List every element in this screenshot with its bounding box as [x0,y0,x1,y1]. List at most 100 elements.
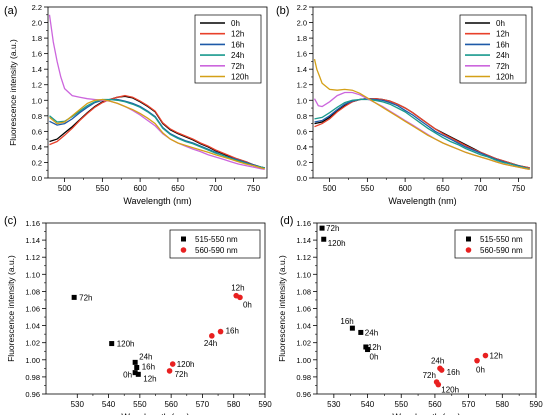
legend-box [169,229,261,259]
y-tick-label: 1.08 [296,287,311,296]
y-tick-label: 1.06 [25,305,40,314]
point-square-72h [71,294,77,300]
x-tick-label: 530 [71,400,85,409]
point-label-120h: 120h [328,239,346,248]
point-circle-24h [209,333,215,339]
legend-marker-square [181,236,186,242]
point-label-72h: 72h [79,293,92,302]
y-tick-label: 1.12 [296,253,311,262]
legend-box [459,14,527,84]
legend-label-560-590 nm: 560-590 nm [480,246,523,255]
y-tick-label: 1.10 [296,270,311,279]
legend-label-16h: 16h [231,40,244,49]
point-square-16h [349,325,355,331]
point-square-24h [358,329,364,335]
y-tick-label: 0.4 [297,143,307,152]
point-square-12h [135,371,141,377]
point-label-0h: 0h [476,366,485,375]
point-circle-72h [166,368,173,374]
series-line-24h [314,98,530,170]
y-axis-title: Fluorescence intensity (a.u.) [6,255,16,362]
series-line-24h [49,98,265,169]
legend-label-72h: 72h [496,62,509,71]
series-line-72h [48,14,265,171]
x-tick-label: 540 [361,400,375,409]
x-axis-title: Wavelength (nm) [388,196,456,206]
x-tick-label: 700 [209,184,223,193]
x-tick-label: 700 [474,184,488,193]
x-axis-title: Wavelength (nm) [392,412,460,415]
point-square-120h [321,236,327,242]
point-circle-12h [482,352,489,359]
point-label-12h: 12h [231,284,244,293]
y-tick-label: 0.8 [297,112,307,121]
point-label-16h: 16h [142,362,155,371]
y-tick-label: 1.08 [25,287,40,296]
panel-label: (b) [276,5,289,17]
y-tick-label: 0.2 [32,158,42,167]
legend-label-120h: 120h [496,73,514,82]
plot-data [319,225,489,388]
panel-b: (b) 500 550 600 650 700 750 0.0 0.2 0.4 0.6 0.8 1.0 1… [276,3,533,206]
series-line-16h [314,98,530,170]
x-tick-label: 500 [58,184,72,193]
panel-label: (c) [4,215,17,227]
x-tick-label: 570 [462,400,476,409]
x-tick-label: 750 [512,184,526,193]
legend: 515-550 nm 560-590 nm [454,229,533,259]
y-tick-label: 0.98 [25,373,40,382]
x-tick-label: 600 [398,184,412,193]
point-circle-120h [169,361,176,367]
point-label-120h: 120h [177,360,195,369]
y-tick-label: 0.96 [25,390,40,399]
point-label-24h: 24h [365,328,378,337]
legend-label-0h: 0h [496,19,505,28]
y-axis-title: Fluorescence intensity (a.u.) [8,39,18,146]
point-label-12h: 12h [489,352,502,361]
y-tick-label: 1.6 [297,50,307,59]
y-tick-label: 1.4 [32,65,42,74]
point-circle-0h [237,294,243,301]
x-tick-label: 560 [164,400,178,409]
point-label-24h: 24h [139,352,152,361]
legend-label-24h: 24h [231,51,244,60]
x-tick-label: 500 [323,184,337,193]
y-tick-label: 1.6 [32,50,42,59]
point-square-120h [109,341,115,347]
point-label-24h: 24h [204,339,217,348]
y-tick-label: 2.2 [32,3,42,12]
point-label-12h: 12h [143,374,156,383]
point-label-72h: 72h [326,224,339,233]
y-tick-label: 1.4 [297,65,307,74]
y-tick-label: 1.0 [32,96,42,105]
y-tick-label: 0.98 [296,373,311,382]
x-tick-label: 550 [361,184,375,193]
x-tick-label: 600 [133,184,147,193]
y-tick-label: 0.2 [297,158,307,167]
point-label-72h: 72h [423,371,436,380]
y-tick-label: 0.0 [297,174,307,183]
y-axis-title: Fluorescence intensity (a.u.) [277,255,287,362]
x-tick-label: 570 [196,400,210,409]
point-label-16h: 16h [340,317,353,326]
y-tick-label: 1.02 [296,339,311,348]
x-tick-label: 750 [247,184,261,193]
point-square-24h [132,359,138,365]
point-label-120h: 120h [117,340,135,349]
plot-data [313,58,530,171]
x-tick-label: 650 [436,184,450,193]
y-tick-label: 2.0 [297,19,307,28]
y-tick-label: 0.6 [297,127,307,136]
legend-label-0h: 0h [231,19,240,28]
legend-label-16h: 16h [496,40,509,49]
y-tick-label: 0.8 [32,112,42,121]
y-tick-label: 1.8 [32,34,42,43]
y-tick-label: 0.4 [32,143,42,152]
y-tick-label: 2.2 [297,3,307,12]
point-circle-120h [435,381,442,388]
legend-label-24h: 24h [496,51,509,60]
legend-label-72h: 72h [231,62,244,71]
legend-box [194,14,262,84]
point-square-0h [365,347,371,353]
